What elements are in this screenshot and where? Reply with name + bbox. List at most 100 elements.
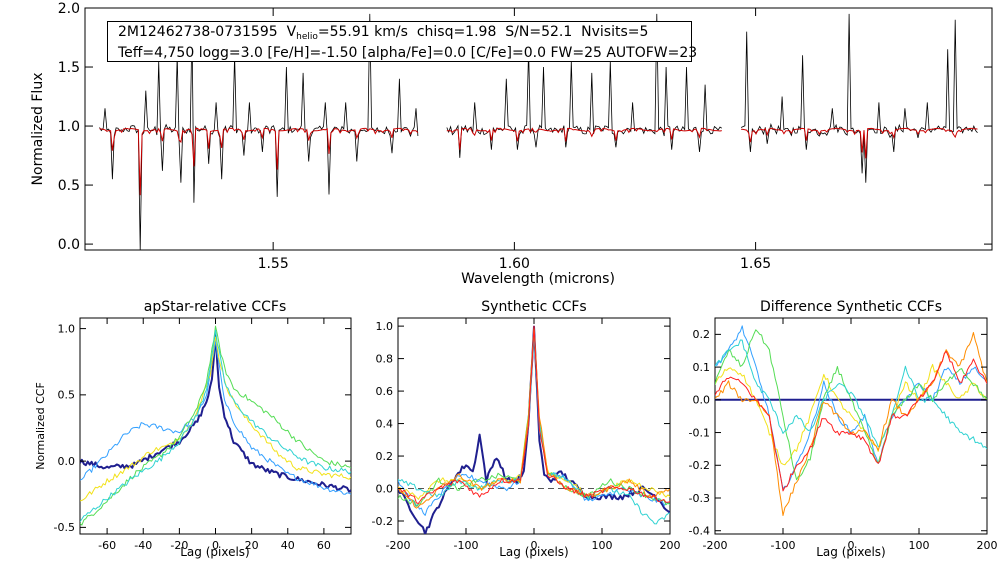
chisq: chisq=1.98 xyxy=(416,24,497,40)
synthetic-ccf-ytick-label: 1.0 xyxy=(376,320,394,333)
synthetic-ccf-ytick-label: 0.0 xyxy=(376,482,394,495)
synthetic-ccf-xtick-label: 100 xyxy=(592,539,613,552)
difference-ccf-ytick-label: -0.2 xyxy=(689,459,710,472)
synthetic-ccf-series-7 xyxy=(398,325,670,504)
difference-ccf-series-5 xyxy=(715,339,987,450)
difference-ccf-xtick-label: 100 xyxy=(909,539,930,552)
star-info-box: 2M12462738-0731595 Vhelio=55.91 km/s chi… xyxy=(107,21,697,62)
apstar-ccf-ytick-label: -0.5 xyxy=(54,521,75,534)
synthetic-ccf-series-group xyxy=(398,325,670,534)
spectrum-xtick-label: 1.55 xyxy=(258,256,289,272)
apstar-ccf-series-3 xyxy=(80,336,351,502)
apstar-ccf-xtick-label: -60 xyxy=(98,539,116,552)
synthetic-ccf-xtick-label: 200 xyxy=(660,539,681,552)
difference-ccf-ytick-label: -0.3 xyxy=(689,492,710,505)
spectrum-ylabel: Normalized Flux xyxy=(30,73,46,186)
difference-ccf-series-7 xyxy=(715,350,987,492)
synthetic-ccf-ytick-label: 0.6 xyxy=(376,385,394,398)
apstar-ccf-xtick-label: 40 xyxy=(281,539,295,552)
synthetic-ccf-series-1 xyxy=(398,325,670,534)
difference-ccf-ytick-label: -0.4 xyxy=(689,525,710,538)
model-spectrum-chip-2 xyxy=(446,127,722,150)
apstar-ccf-title: apStar-relative CCFs xyxy=(144,299,287,315)
apstar-ccf-ticks: -60 -40 -20 0 20 40 60 -0.5 0.0 0.5 1.0 xyxy=(54,318,351,552)
synthetic-ccf-series-6 xyxy=(398,326,670,509)
synthetic-ccf-xlabel: Lag (pixels) xyxy=(499,545,569,559)
apstar-ccf-xtick-label: -20 xyxy=(170,539,188,552)
apstar-ccf-series-5 xyxy=(80,329,351,522)
apstar-ccf-ytick-label: 0.5 xyxy=(58,389,76,402)
difference-ccf-xtick-label: -100 xyxy=(771,539,796,552)
difference-ccf-title: Difference Synthetic CCFs xyxy=(760,299,942,315)
difference-ccf-series-2 xyxy=(715,325,987,490)
spectrum-axes-frame xyxy=(84,7,993,251)
apstar-ccf-series-group xyxy=(80,325,351,526)
difference-ccf-ticks: -200 -100 0 100 200 -0.4 -0.3 -0.2 -0.1 0.0 0.1 0.2 xyxy=(689,318,998,552)
spectrum-ytick-label: 1.0 xyxy=(58,119,80,135)
synthetic-ccf-axes-frame xyxy=(397,317,671,535)
difference-ccf-series-3 xyxy=(715,363,987,466)
apstar-ccf-series-1 xyxy=(80,333,351,493)
info-line-2: Teff=4,750 logg=3.0 [Fe/H]=-1.50 [alpha/… xyxy=(118,45,697,61)
apstar-ccf-xtick-label: -40 xyxy=(134,539,152,552)
apstar-ccf-plot-area xyxy=(80,325,351,526)
apstar-ccf-xlabel: Lag (pixels) xyxy=(180,545,250,559)
spectrum-ticks: 1.55 1.60 1.65 0.0 0.5 1.0 1.5 2.0 xyxy=(58,1,992,272)
spectrum-ytick-label: 1.5 xyxy=(58,60,80,76)
c-fe: [C/Fe]=0.0 xyxy=(470,45,546,61)
logg: logg=3.0 xyxy=(198,45,263,61)
synthetic-ccf-ytick-label: -0.2 xyxy=(372,515,393,528)
difference-ccf-xtick-label: 0 xyxy=(848,539,855,552)
info-line-1: 2M12462738-0731595 Vhelio=55.91 km/s chi… xyxy=(118,24,691,45)
vhelio-value: =55.91 km/s xyxy=(317,24,408,40)
synthetic-ccf-ytick-label: 0.8 xyxy=(376,352,394,365)
difference-ccf-panel: Difference Synthetic CCFs -200 -100 0 100 20… xyxy=(689,299,998,559)
difference-ccf-ytick-label: 0.1 xyxy=(693,361,711,374)
model-spectrum-chip-1 xyxy=(99,127,419,196)
alpha-fe: [alpha/Fe]=0.0 xyxy=(361,45,467,61)
fw: FW=25 xyxy=(550,45,602,61)
spectrum-xtick-label: 1.65 xyxy=(740,256,771,272)
synthetic-ccf-xtick-label: -200 xyxy=(386,539,411,552)
signal-to-noise: S/N=52.1 xyxy=(505,24,573,40)
synthetic-ccf-ticks: -200 -100 0 100 200 -0.2 0.0 0.2 0.4 0.6 0.8 1.0 xyxy=(372,318,681,552)
apstar-ccf-series-4 xyxy=(80,325,351,526)
synthetic-ccf-plot-area xyxy=(398,325,670,534)
spectrum-ytick-label: 2.0 xyxy=(58,1,80,17)
difference-ccf-series-4 xyxy=(715,329,987,481)
spectrum-panel: 1.55 1.60 1.65 0.0 0.5 1.0 1.5 2.0 Wavelength (… xyxy=(30,1,993,287)
difference-ccf-xtick-label: 200 xyxy=(977,539,998,552)
apstar-ccf-xtick-label: 0 xyxy=(212,539,219,552)
spectrum-xlabel: Wavelength (microns) xyxy=(461,271,615,287)
difference-ccf-ytick-label: 0.2 xyxy=(693,328,711,341)
apstar-ccf-ytick-label: 1.0 xyxy=(58,322,76,335)
synthetic-ccf-xtick-label: 0 xyxy=(531,539,538,552)
synthetic-ccf-panel: Synthetic CCFs -200 -100 0 100 200 -0.2 0.0 0.2… xyxy=(372,299,681,559)
star-id: 2M12462738-0731595 xyxy=(118,24,278,40)
observed-spectrum-chip-3 xyxy=(740,13,978,183)
apstar-ccf-xtick-label: 60 xyxy=(317,539,331,552)
spectrum-ytick-label: 0.0 xyxy=(58,237,80,253)
difference-ccf-series-6 xyxy=(715,332,987,516)
vhelio-subscript: helio xyxy=(296,32,318,42)
synthetic-ccf-ytick-label: 0.4 xyxy=(376,417,394,430)
autofw: AUTOFW=23 xyxy=(606,45,698,61)
difference-ccf-ytick-label: -0.1 xyxy=(689,426,710,439)
spectrum-xtick-label: 1.60 xyxy=(499,256,530,272)
apstar-ccf-xtick-label: 20 xyxy=(245,539,259,552)
difference-ccf-xtick-label: -200 xyxy=(703,539,728,552)
nvisits: Nvisits=5 xyxy=(581,24,649,40)
synthetic-ccf-xtick-label: -100 xyxy=(454,539,479,552)
apstar-ccf-ylabel: Normalized CCF xyxy=(34,382,47,470)
apstar-ccf-panel: apStar-relative CCFs -60 -40 -20 0 20 40 60 -0.… xyxy=(34,299,352,559)
spectrum-ytick-label: 0.5 xyxy=(58,178,80,194)
difference-ccf-ytick-label: 0.0 xyxy=(693,394,711,407)
teff: Teff=4,750 xyxy=(118,45,195,61)
vhelio-prefix: V xyxy=(286,24,297,40)
synthetic-ccf-ytick-label: 0.2 xyxy=(376,450,394,463)
spectrum-plot-area xyxy=(99,13,978,251)
observed-spectrum-chip-1 xyxy=(99,13,419,251)
synthetic-ccf-title: Synthetic CCFs xyxy=(481,299,586,315)
apstar-ccf-ytick-label: 0.0 xyxy=(58,455,76,468)
